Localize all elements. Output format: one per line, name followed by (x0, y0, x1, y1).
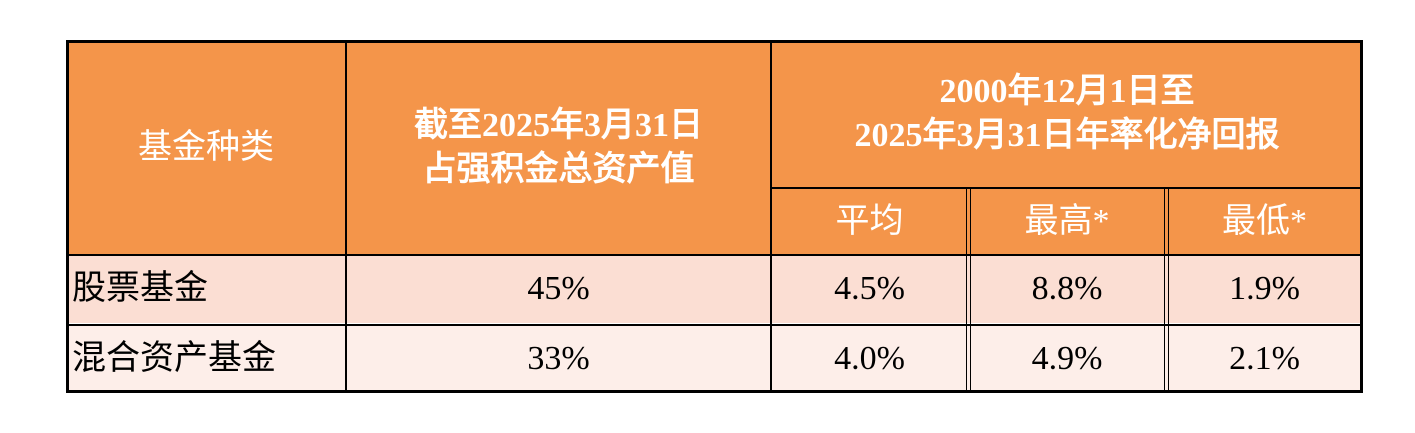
header-text: 占强积金总资产值 (422, 150, 695, 188)
header-cell: 2000年12月1日至 2025年3月31日年率化净回报 (771, 40, 1363, 188)
body-cell: 2.1% (1166, 325, 1363, 393)
body-cell: 33% (346, 325, 771, 393)
double-rule (1164, 188, 1169, 393)
body-cell-text: 2.1% (1229, 340, 1300, 377)
subheader-cell: 平均 (771, 188, 968, 255)
body-cell-text: 8.8% (1031, 270, 1103, 307)
subheader-cell: 最高* (968, 188, 1166, 255)
subheader-cell-text: 最高* (1024, 202, 1110, 240)
header-cell: 截至2025年3月31日 占强积金总资产值 (346, 40, 771, 255)
rule (770, 40, 772, 393)
body-cell-text: 4.5% (834, 270, 905, 307)
rule (345, 40, 347, 393)
subheader-cell-text: 平均 (835, 202, 904, 240)
header-text: 基金种类 (138, 128, 274, 166)
rule (771, 187, 1363, 189)
body-cell-text: 45% (527, 270, 590, 307)
body-cell-text: 4.9% (1031, 340, 1103, 377)
subheader-cell: 最低* (1166, 188, 1363, 255)
body-cell-text: 股票基金 (72, 270, 208, 307)
header-text: 截至2025年3月31日 (414, 106, 703, 144)
header-cell: 基金种类 (66, 40, 346, 255)
body-cell-text: 4.0% (834, 340, 905, 377)
body-cell-text: 混合资产基金 (72, 340, 276, 377)
subheader-cell-text: 最低* (1222, 202, 1307, 240)
body-cell: 股票基金 (66, 255, 346, 323)
body-cell: 4.9% (968, 325, 1166, 393)
body-cell: 混合资产基金 (66, 325, 346, 393)
body-cell: 8.8% (968, 255, 1166, 323)
header-text: 2025年3月31日年率化净回报 (854, 117, 1280, 154)
body-cell: 4.0% (771, 325, 968, 393)
body-cell: 4.5% (771, 255, 968, 323)
rule (66, 324, 1363, 326)
double-rule (966, 188, 971, 393)
header-text: 2000年12月1日至 (939, 73, 1195, 110)
body-cell: 45% (346, 255, 771, 323)
body-cell: 1.9% (1166, 255, 1363, 323)
body-cell-text: 1.9% (1229, 270, 1300, 307)
rule (66, 254, 1363, 256)
body-cell-text: 33% (527, 340, 590, 377)
